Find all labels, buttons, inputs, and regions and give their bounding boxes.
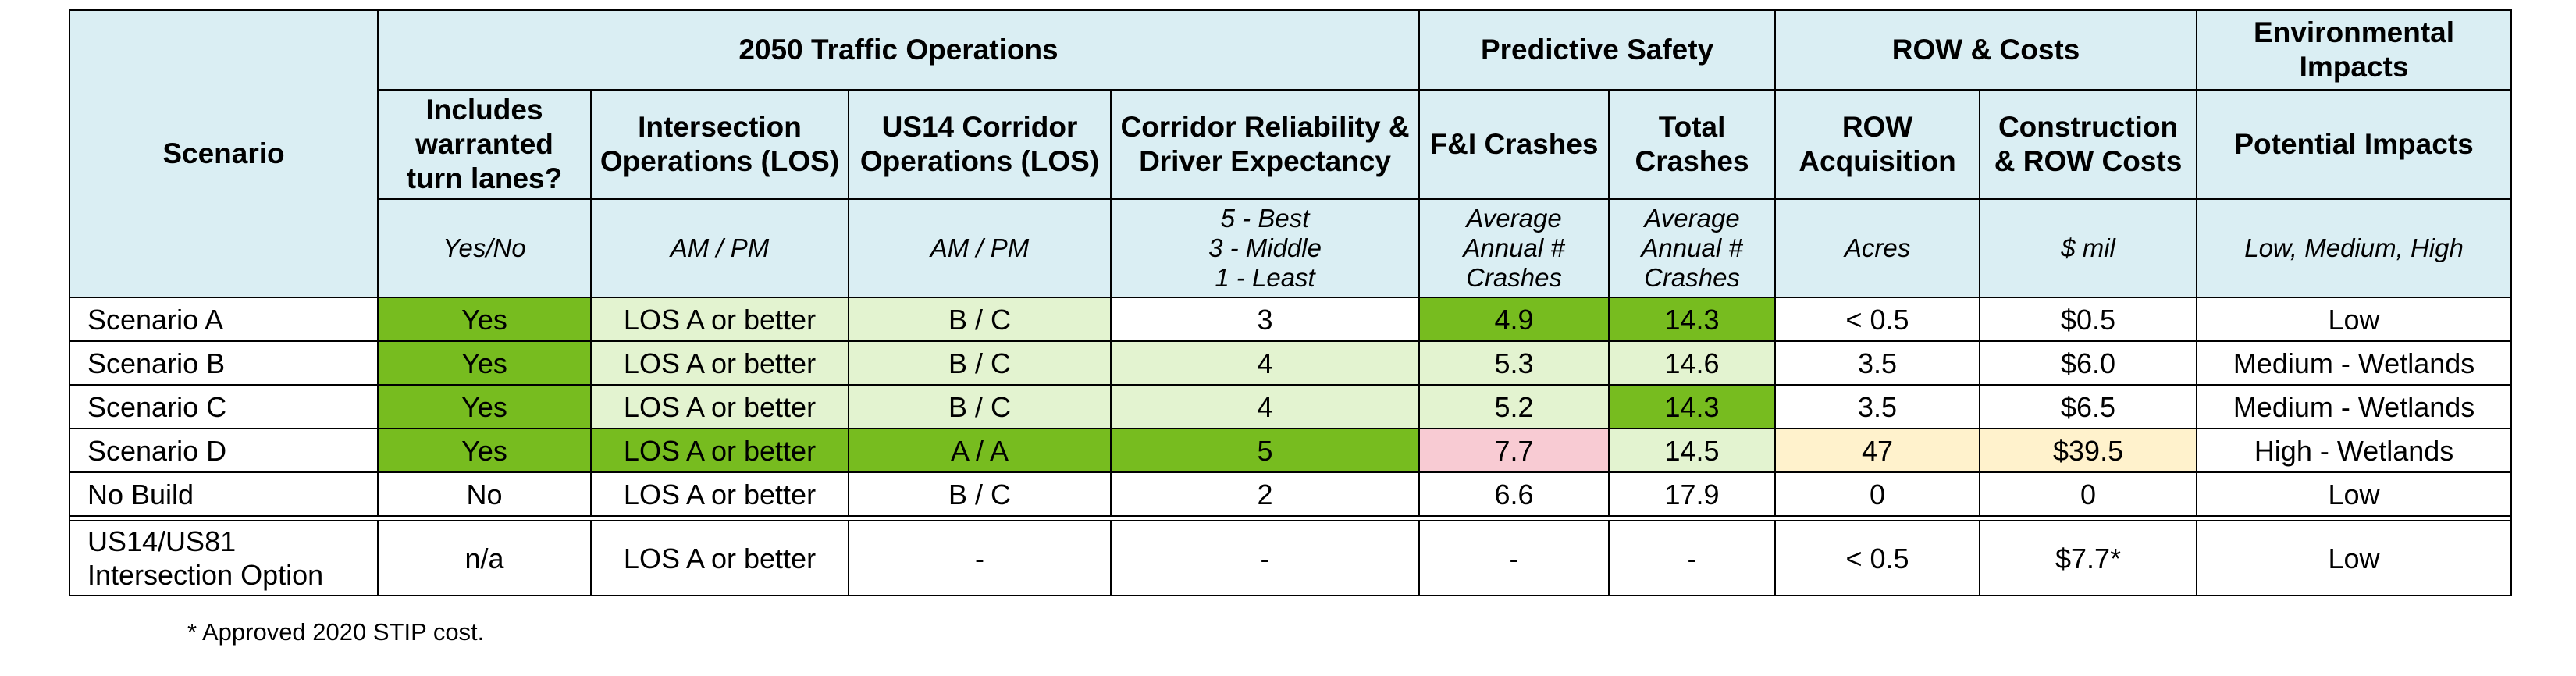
table-cell: 14.3 (1608, 297, 1777, 342)
table-row: Scenario D Yes LOS A or better A / A 5 7… (69, 428, 2513, 473)
column-header-row: Includes warranted turn lanes? Intersect… (69, 89, 2513, 200)
unit-intersection-operations: AM / PM (590, 198, 849, 298)
option-row: US14/US81 Intersection Option n/a LOS A … (69, 520, 2513, 596)
group-header-predictive-safety: Predictive Safety (1418, 9, 1777, 91)
column-header-intersection-operations: Intersection Operations (LOS) (590, 89, 849, 200)
unit-corridor-operations: AM / PM (848, 198, 1112, 298)
table-cell: $6.5 (1979, 384, 2198, 429)
scenario-name: No Build (69, 471, 379, 517)
table-cell: - (1109, 520, 1421, 596)
unit-row: Yes/No AM / PM AM / PM 5 - Best 3 - Midd… (69, 198, 2513, 298)
table-cell: < 0.5 (1774, 520, 1981, 596)
table-cell: LOS A or better (590, 428, 849, 473)
scenario-name: Scenario A (69, 297, 379, 342)
scenario-comparison-table: Scenario 2050 Traffic Operations Predict… (68, 9, 2513, 596)
table-cell: - (1608, 520, 1777, 596)
table-cell: - (1418, 520, 1610, 596)
table-cell: B / C (848, 340, 1112, 386)
table-cell: 5 (1109, 428, 1421, 473)
table-cell: 4 (1109, 384, 1421, 429)
table-cell: $7.7* (1979, 520, 2198, 596)
table-cell: Yes (377, 384, 592, 429)
table-cell: 3.5 (1774, 384, 1981, 429)
table-cell: 6.6 (1418, 471, 1610, 517)
table-cell: 5.2 (1418, 384, 1610, 429)
table-cell: 4.9 (1418, 297, 1610, 342)
double-rule (68, 515, 2513, 521)
table-cell: Yes (377, 340, 592, 386)
column-header-fi-crashes: F&I Crashes (1418, 89, 1610, 200)
table-cell: Medium - Wetlands (2196, 340, 2513, 386)
table-cell: 3 (1109, 297, 1421, 342)
table-cell: B / C (848, 384, 1112, 429)
table-cell: 14.6 (1608, 340, 1777, 386)
table-cell: B / C (848, 297, 1112, 342)
table-cell: LOS A or better (590, 384, 849, 429)
column-header-turn-lanes: Includes warranted turn lanes? (377, 89, 592, 200)
table-cell: B / C (848, 471, 1112, 517)
unit-corridor-reliability: 5 - Best 3 - Middle 1 - Least (1109, 198, 1421, 298)
table-cell: $0.5 (1979, 297, 2198, 342)
table-cell: Low (2196, 520, 2513, 596)
table-cell: Medium - Wetlands (2196, 384, 2513, 429)
table-cell: - (848, 520, 1112, 596)
table-cell: $39.5 (1979, 428, 2198, 473)
table-cell: 14.5 (1608, 428, 1777, 473)
unit-construction-costs: $ mil (1979, 198, 2198, 298)
group-header-row-costs: ROW & Costs (1774, 9, 2198, 91)
table-cell: LOS A or better (590, 471, 849, 517)
column-header-row-acquisition: ROW Acquisition (1774, 89, 1981, 200)
table-cell: 0 (1979, 471, 2198, 517)
table-cell: 5.3 (1418, 340, 1610, 386)
column-header-potential-impacts: Potential Impacts (2196, 89, 2513, 200)
table-row: Scenario C Yes LOS A or better B / C 4 5… (69, 384, 2513, 429)
scenario-column-header: Scenario (69, 9, 379, 298)
scenario-name: Scenario C (69, 384, 379, 429)
unit-row-acquisition: Acres (1774, 198, 1981, 298)
table-cell: Yes (377, 297, 592, 342)
column-header-construction-costs: Construction & ROW Costs (1979, 89, 2198, 200)
group-header-traffic-operations: 2050 Traffic Operations (376, 9, 1421, 91)
table-cell: 0 (1774, 471, 1981, 517)
table-cell: 17.9 (1608, 471, 1777, 517)
table-cell: $6.0 (1979, 340, 2198, 386)
table-cell: LOS A or better (590, 297, 849, 342)
unit-turn-lanes: Yes/No (377, 198, 592, 298)
option-name: US14/US81 Intersection Option (69, 520, 379, 596)
table-cell: 3.5 (1774, 340, 1981, 386)
table-cell: LOS A or better (590, 520, 849, 596)
separator-row (68, 515, 2513, 521)
table-row: Scenario A Yes LOS A or better B / C 3 4… (69, 297, 2513, 342)
column-header-corridor-reliability: Corridor Reliability & Driver Expectancy (1109, 89, 1421, 200)
table-cell: A / A (848, 428, 1112, 473)
table-cell: 47 (1774, 428, 1981, 473)
group-header-environmental-impacts: Environmental Impacts (2196, 9, 2513, 91)
table-cell: 14.3 (1608, 384, 1777, 429)
scenario-name: Scenario B (69, 340, 379, 386)
column-header-corridor-operations: US14 Corridor Operations (LOS) (848, 89, 1112, 200)
table-cell: Yes (377, 428, 592, 473)
table-cell: Low (2196, 297, 2513, 342)
table-cell: 4 (1109, 340, 1421, 386)
unit-potential-impacts: Low, Medium, High (2196, 198, 2513, 298)
table-cell: No (377, 471, 592, 517)
unit-fi-crashes: Average Annual # Crashes (1418, 198, 1610, 298)
footnote: * Approved 2020 STIP cost. (187, 618, 485, 646)
table-cell: < 0.5 (1774, 297, 1981, 342)
table-cell: n/a (377, 520, 592, 596)
table-cell: High - Wetlands (2196, 428, 2513, 473)
table-cell: 2 (1109, 471, 1421, 517)
scenario-name: Scenario D (69, 428, 379, 473)
table-row: Scenario B Yes LOS A or better B / C 4 5… (69, 340, 2513, 386)
table-row: No Build No LOS A or better B / C 2 6.6 … (69, 471, 2513, 517)
column-header-total-crashes: Total Crashes (1608, 89, 1777, 200)
table-cell: LOS A or better (590, 340, 849, 386)
group-header-row: Scenario 2050 Traffic Operations Predict… (69, 9, 2513, 298)
unit-total-crashes: Average Annual # Crashes (1608, 198, 1777, 298)
table-cell: 7.7 (1418, 428, 1610, 473)
table-cell: Low (2196, 471, 2513, 517)
